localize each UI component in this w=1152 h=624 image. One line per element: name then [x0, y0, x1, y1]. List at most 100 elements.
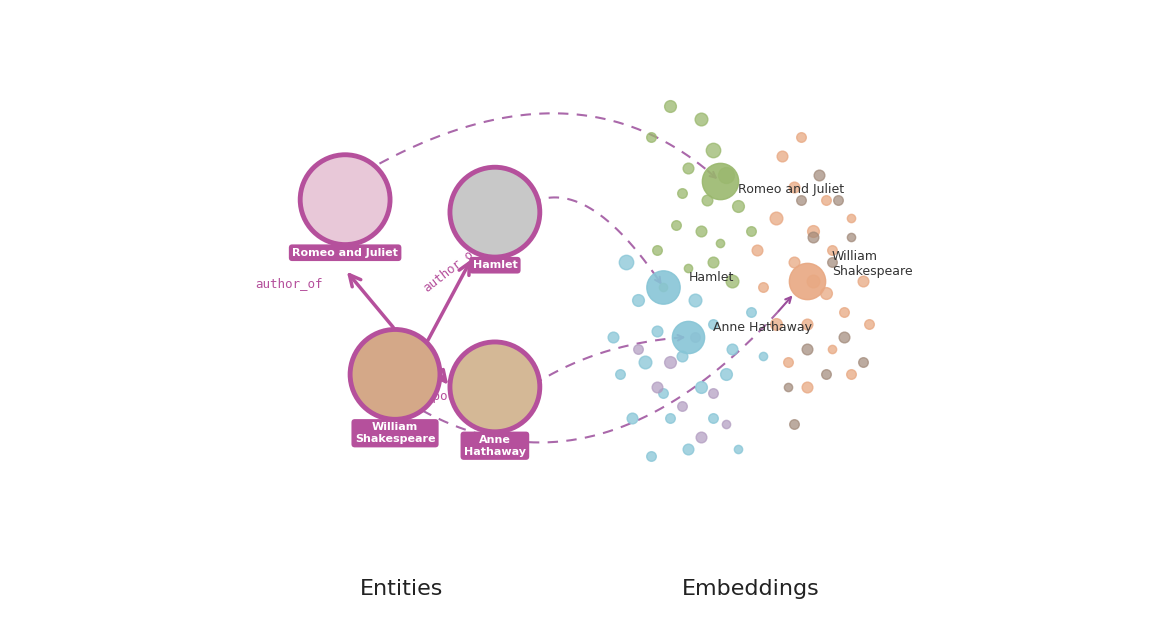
Point [841, 369, 859, 379]
Point [854, 357, 872, 367]
Point [691, 114, 710, 124]
Point [823, 344, 841, 354]
Circle shape [301, 155, 391, 245]
Point [817, 195, 835, 205]
Point [854, 276, 872, 286]
Point [704, 257, 722, 267]
Point [766, 213, 785, 223]
Point [791, 195, 810, 205]
Point [660, 101, 679, 111]
Point [779, 382, 797, 392]
Point [711, 238, 729, 248]
Point [786, 419, 804, 429]
Point [647, 382, 666, 392]
Point [660, 413, 679, 423]
Text: Hamlet: Hamlet [472, 260, 517, 270]
Point [797, 276, 816, 286]
Point [722, 344, 741, 354]
Point [717, 369, 735, 379]
Point [654, 282, 673, 292]
Point [691, 432, 710, 442]
Point [766, 319, 785, 329]
Point [729, 201, 748, 211]
Point [623, 413, 642, 423]
Point [797, 319, 816, 329]
Point [742, 226, 760, 236]
Point [673, 401, 691, 411]
Text: William
Shakespeare: William Shakespeare [355, 422, 435, 444]
Point [810, 170, 828, 180]
Circle shape [350, 329, 440, 419]
Point [704, 413, 722, 423]
Text: Romeo and Juliet: Romeo and Juliet [293, 248, 399, 258]
Point [691, 226, 710, 236]
Point [647, 326, 666, 336]
Circle shape [450, 167, 540, 257]
Text: Embeddings: Embeddings [682, 579, 819, 599]
Point [729, 444, 748, 454]
Text: Hamlet: Hamlet [688, 271, 734, 284]
Point [835, 307, 854, 317]
Point [791, 132, 810, 142]
Point [673, 188, 691, 198]
Point [748, 245, 766, 255]
Point [679, 332, 697, 342]
Point [773, 151, 791, 161]
Point [642, 451, 660, 461]
Point [629, 344, 647, 354]
Point [786, 257, 804, 267]
Point [673, 351, 691, 361]
Point [753, 282, 772, 292]
Point [804, 276, 823, 286]
Point [616, 257, 635, 267]
Text: Romeo and Juliet: Romeo and Juliet [738, 183, 844, 197]
Point [604, 332, 622, 342]
Point [642, 132, 660, 142]
Point [611, 369, 629, 379]
Point [797, 344, 816, 354]
Point [823, 245, 841, 255]
Point [679, 263, 697, 273]
Text: Anne
Hathaway: Anne Hathaway [464, 435, 525, 457]
Point [691, 382, 710, 392]
Point [804, 226, 823, 236]
Point [841, 213, 859, 223]
Point [835, 332, 854, 342]
Point [804, 232, 823, 242]
Point [711, 176, 729, 186]
Text: William
Shakespeare: William Shakespeare [832, 250, 912, 278]
Point [679, 163, 697, 173]
Text: Entities: Entities [359, 579, 444, 599]
Point [823, 257, 841, 267]
Text: author_of: author_of [420, 242, 482, 295]
Point [717, 170, 735, 180]
Point [654, 282, 673, 292]
Point [647, 245, 666, 255]
Point [717, 419, 735, 429]
Text: spouse: spouse [425, 390, 470, 402]
Point [629, 295, 647, 305]
Point [742, 307, 760, 317]
Point [679, 444, 697, 454]
Point [636, 357, 654, 367]
Point [654, 388, 673, 398]
Point [698, 195, 717, 205]
Point [828, 195, 847, 205]
Point [685, 332, 704, 342]
Point [667, 220, 685, 230]
Point [817, 369, 835, 379]
Point [841, 232, 859, 242]
Circle shape [450, 342, 540, 432]
Point [704, 319, 722, 329]
Point [685, 295, 704, 305]
Point [704, 388, 722, 398]
Text: author_of: author_of [256, 278, 323, 290]
Point [797, 382, 816, 392]
Point [753, 351, 772, 361]
Point [861, 319, 879, 329]
Text: Anne Hathaway: Anne Hathaway [713, 321, 812, 334]
Point [817, 288, 835, 298]
Point [786, 182, 804, 192]
Point [704, 145, 722, 155]
Point [722, 276, 741, 286]
